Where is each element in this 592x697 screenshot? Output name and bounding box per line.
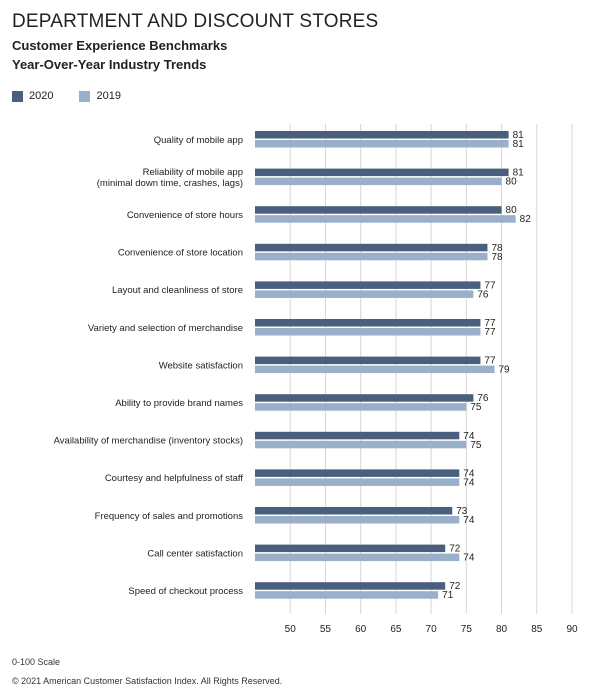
value-label-2019-4: 76 [477,289,489,300]
x-tick-label-85: 85 [531,624,543,635]
bar-2020-7 [255,394,474,402]
bar-2019-5 [255,328,481,336]
x-tick-label-70: 70 [426,624,438,635]
bar-2020-3 [255,243,488,252]
value-label-2019-5: 77 [484,327,496,338]
value-label-2019-9: 74 [463,477,475,488]
bar-2020-1 [255,168,509,177]
value-label-2019-12: 71 [442,590,454,601]
bar-2020-12 [255,582,446,590]
bar-2019-1 [255,177,502,186]
value-label-2019-2: 82 [520,214,532,225]
value-label-2020-4: 77 [484,280,496,291]
value-label-2019-3: 78 [491,252,503,263]
value-label-2019-8: 75 [470,440,482,451]
value-label-2019-1: 80 [506,177,518,188]
legend-label-2020: 2020 [29,90,54,102]
legend-item-2020: 2020 [12,90,53,102]
value-label-2019-10: 74 [463,515,475,526]
value-label-2020-6: 77 [484,356,496,367]
category-label-9: Courtesy and helpfulness of staff [105,473,244,484]
chart-subtitle-1: Customer Experience Benchmarks [12,38,228,53]
bar-2019-7 [255,403,467,411]
bar-2020-4 [255,281,481,289]
category-label-1-0: Reliability of mobile app [143,167,243,178]
bar-2020-0 [255,131,509,139]
category-label-8: Availability of merchandise (inventory s… [54,436,243,447]
category-label-3: Convenience of store location [118,248,243,259]
value-label-2020-8: 74 [463,431,475,442]
bar-2020-2 [255,206,502,214]
bar-2019-0 [255,140,509,148]
bar-2019-3 [255,252,488,261]
legend-item-2019: 2019 [79,90,121,102]
x-tick-label-55: 55 [320,624,332,635]
bar-2019-6 [255,365,495,374]
category-label-6: Website satisfaction [159,360,243,371]
value-label-2020-12: 72 [449,581,461,592]
x-tick-label-80: 80 [496,624,508,635]
scale-note: 0-100 Scale [12,657,61,667]
bar-2019-2 [255,215,516,223]
value-label-2020-0: 81 [513,130,525,141]
value-label-2020-5: 77 [484,318,496,329]
bar-2019-8 [255,440,467,449]
value-label-2020-7: 76 [477,393,489,404]
value-label-2020-9: 74 [463,468,475,479]
bar-2020-5 [255,319,481,327]
category-label-0: Quality of mobile app [154,135,243,146]
x-tick-label-60: 60 [355,624,367,635]
category-label-11: Call center satisfaction [147,548,243,559]
bar-2020-10 [255,507,453,515]
bar-2019-12 [255,591,439,599]
copyright-note: © 2021 American Customer Satisfaction In… [12,676,283,686]
x-tick-label-75: 75 [461,624,473,635]
value-label-2019-7: 75 [470,402,482,413]
category-label-2: Convenience of store hours [127,210,243,221]
value-label-2020-3: 78 [491,243,503,254]
value-label-2020-2: 80 [506,205,518,216]
category-label-1-1: (minimal down time, crashes, lags) [97,178,243,189]
x-tick-label-50: 50 [285,624,297,635]
bar-2020-8 [255,431,460,440]
value-label-2019-6: 79 [499,365,511,376]
bar-2020-6 [255,356,481,365]
bar-2019-10 [255,516,460,524]
bar-2019-9 [255,478,460,486]
legend-label-2019: 2019 [96,90,121,102]
category-label-5: Variety and selection of merchandise [88,323,243,334]
x-tick-label-90: 90 [566,624,578,635]
x-tick-label-65: 65 [390,624,402,635]
category-label-10: Frequency of sales and promotions [95,511,244,522]
value-label-2019-0: 81 [513,139,525,150]
category-label-7: Ability to provide brand names [115,398,243,409]
value-label-2020-10: 73 [456,506,468,517]
bar-2020-11 [255,544,446,553]
legend-swatch-2019 [79,90,91,102]
bar-2019-4 [255,290,474,298]
value-label-2019-11: 74 [463,553,475,564]
chart-subtitle-2: Year-Over-Year Industry Trends [12,57,207,72]
category-label-4: Layout and cleanliness of store [112,285,243,296]
legend: 2020 2019 [12,90,121,102]
value-label-2020-11: 72 [449,544,461,555]
bar-2019-11 [255,553,460,562]
value-label-2020-1: 81 [513,168,525,179]
legend-swatch-2020 [12,90,23,102]
category-label-12: Speed of checkout process [128,586,243,597]
chart-title: DEPARTMENT AND DISCOUNT STORES [12,11,379,32]
bar-2020-9 [255,469,460,477]
